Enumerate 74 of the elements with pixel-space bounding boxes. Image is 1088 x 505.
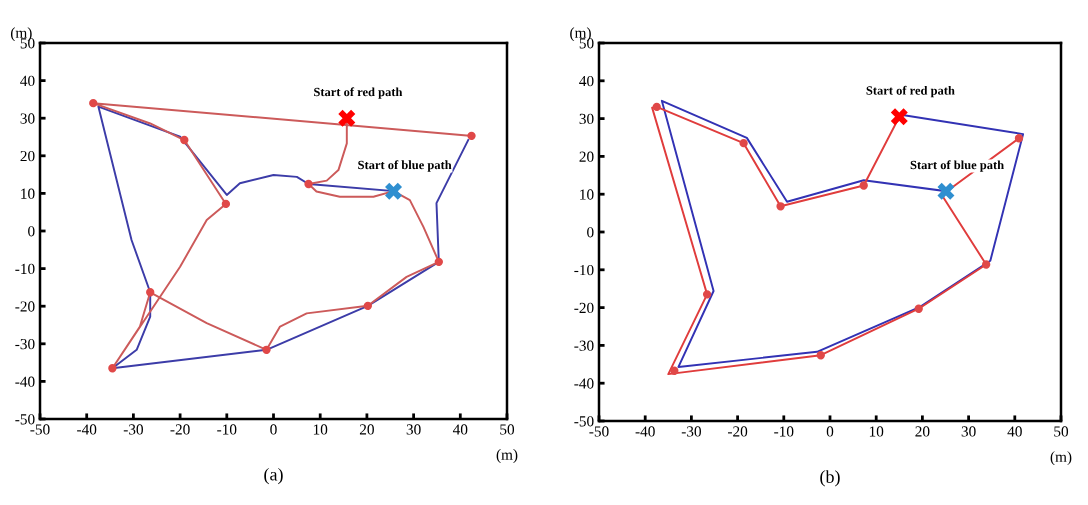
point [859,181,868,190]
x-tick-label: 10 [869,426,884,437]
x-tick-label: -40 [635,426,655,437]
y-tick-label: 40 [579,75,594,87]
x-tick-label: 40 [1007,426,1022,437]
point [702,290,712,299]
x-tick-label: 20 [359,424,374,435]
x-tick-label: -10 [774,426,794,437]
point [89,98,98,108]
x-tick-label: -30 [123,424,143,435]
point [338,109,356,127]
x-axis-title: (m) [1050,451,1072,466]
x-tick-label: 30 [406,424,421,435]
x-axis-title: (m) [496,449,518,463]
y-tick-label: -20 [15,301,35,312]
y-tick-label: 30 [20,113,35,124]
y-tick-label: 20 [20,150,35,162]
point [221,199,231,209]
x-tick-label: -40 [77,424,97,435]
point [363,301,372,310]
point [937,182,955,200]
x-tick-label: 40 [452,424,468,435]
y-tick-label: -50 [15,414,35,425]
point [146,288,155,297]
y-tick-label: -40 [574,378,594,389]
x-tick-label: -20 [727,426,748,437]
x-tick-label: 50 [500,424,515,435]
x-tick-label: -50 [30,424,50,435]
point [816,351,825,360]
x-tick-label: -20 [170,424,190,435]
point [914,304,923,313]
x-tick-label: -10 [217,424,237,435]
x-tick-label: 0 [270,424,277,435]
point [108,364,117,373]
annotation: Start of blue path [910,160,1004,172]
point [180,135,189,145]
point [652,102,661,112]
point [385,182,403,200]
x-tick-label: 0 [826,426,834,437]
point [776,202,785,211]
point [981,260,991,269]
y-tick-label: 10 [21,188,35,199]
text: (a) [264,467,283,485]
y-tick-label: 0 [28,226,35,237]
x-tick-label: -50 [589,426,609,437]
point [1014,134,1024,143]
y-tick-label: -10 [15,263,35,275]
point [304,179,313,189]
annotation: Start of red path [866,85,955,98]
y-tick-label: -40 [15,376,35,387]
y-tick-label: 40 [20,75,35,87]
point [467,131,476,141]
point [434,257,443,266]
y-tick-label: -30 [574,340,594,351]
y-tick-label: -10 [574,264,594,276]
x-tick-label: -30 [681,426,701,437]
y-tick-label: -20 [574,302,594,314]
y-tick-label: 0 [587,227,594,238]
y-tick-label: 20 [579,151,594,162]
point [890,108,908,126]
y-tick-label: 10 [580,189,594,200]
x-tick-label: 20 [915,426,930,437]
y-tick-label: -30 [15,338,35,350]
x-tick-label: 30 [961,426,976,437]
point [670,366,679,375]
annotation: Start of blue path [358,160,452,172]
text: (b) [820,470,840,487]
y-tick-label: 30 [579,113,594,125]
x-tick-label: 10 [313,424,328,435]
point [739,139,748,148]
y-tick-label: -50 [574,416,594,427]
x-tick-label: 50 [1054,426,1069,437]
annotation: Start of red path [314,87,403,99]
point [262,345,271,354]
